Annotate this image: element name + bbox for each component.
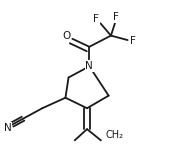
Text: F: F: [113, 12, 119, 22]
Text: F: F: [93, 14, 99, 24]
Text: CH₂: CH₂: [106, 131, 123, 140]
Text: F: F: [130, 36, 136, 46]
Text: N: N: [86, 61, 93, 71]
Text: N: N: [4, 123, 11, 133]
Text: O: O: [62, 31, 70, 41]
